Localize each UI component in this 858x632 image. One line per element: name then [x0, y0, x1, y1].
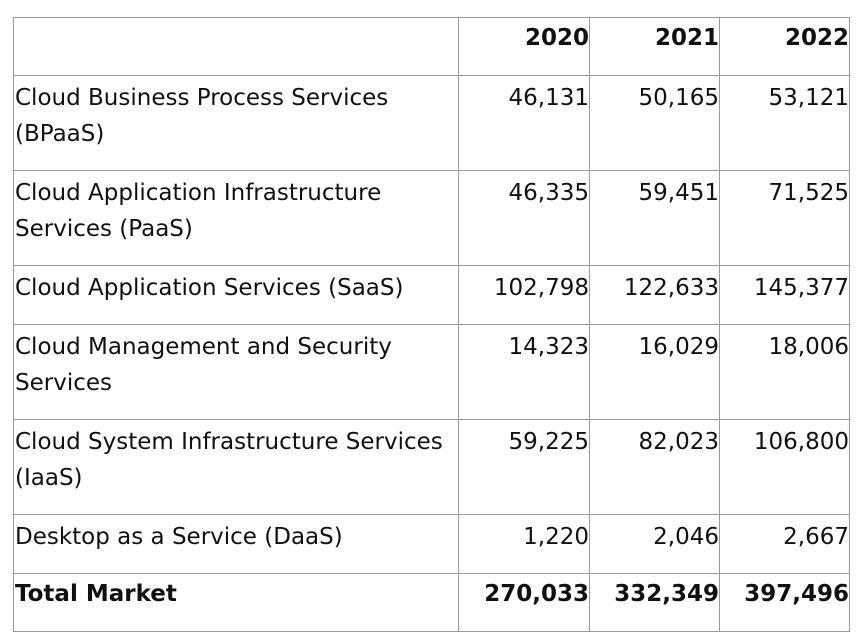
market-table: 2020 2021 2022 Cloud Business Process Se…	[13, 17, 850, 632]
value-2022: 145,377	[719, 265, 850, 325]
row-label: Cloud Management and Security Services	[13, 324, 459, 420]
value-2022: 53,121	[719, 75, 850, 171]
value-2022: 106,800	[719, 419, 850, 515]
value-2020: 46,131	[458, 75, 590, 171]
table-row: Cloud Management and Security Services 1…	[13, 324, 850, 420]
header-year-2021: 2021	[589, 17, 720, 76]
header-year-2022: 2022	[719, 17, 850, 76]
value-2020: 46,335	[458, 170, 590, 266]
total-value-2022: 397,496	[719, 573, 850, 632]
table-row: Cloud Application Services (SaaS) 102,79…	[13, 265, 850, 325]
table-row: Desktop as a Service (DaaS) 1,220 2,046 …	[13, 514, 850, 574]
total-row: Total Market 270,033 332,349 397,496	[13, 573, 850, 632]
value-2021: 59,451	[589, 170, 720, 266]
header-empty-cell	[13, 17, 459, 76]
row-label: Cloud Business Process Services (BPaaS)	[13, 75, 459, 171]
value-2021: 2,046	[589, 514, 720, 574]
value-2020: 59,225	[458, 419, 590, 515]
total-label: Total Market	[13, 573, 459, 632]
header-year-2020: 2020	[458, 17, 590, 76]
value-2022: 71,525	[719, 170, 850, 266]
table-row: Cloud Business Process Services (BPaaS) …	[13, 75, 850, 171]
table-row: Cloud Application Infrastructure Service…	[13, 170, 850, 266]
row-label: Cloud System Infrastructure Services (Ia…	[13, 419, 459, 515]
row-label: Cloud Application Services (SaaS)	[13, 265, 459, 325]
value-2021: 16,029	[589, 324, 720, 420]
value-2022: 2,667	[719, 514, 850, 574]
table-row: Cloud System Infrastructure Services (Ia…	[13, 419, 850, 515]
value-2020: 14,323	[458, 324, 590, 420]
value-2020: 102,798	[458, 265, 590, 325]
total-value-2020: 270,033	[458, 573, 590, 632]
row-label: Cloud Application Infrastructure Service…	[13, 170, 459, 266]
value-2022: 18,006	[719, 324, 850, 420]
value-2021: 122,633	[589, 265, 720, 325]
total-value-2021: 332,349	[589, 573, 720, 632]
table-header-row: 2020 2021 2022	[13, 17, 850, 76]
value-2021: 50,165	[589, 75, 720, 171]
value-2021: 82,023	[589, 419, 720, 515]
row-label: Desktop as a Service (DaaS)	[13, 514, 459, 574]
value-2020: 1,220	[458, 514, 590, 574]
